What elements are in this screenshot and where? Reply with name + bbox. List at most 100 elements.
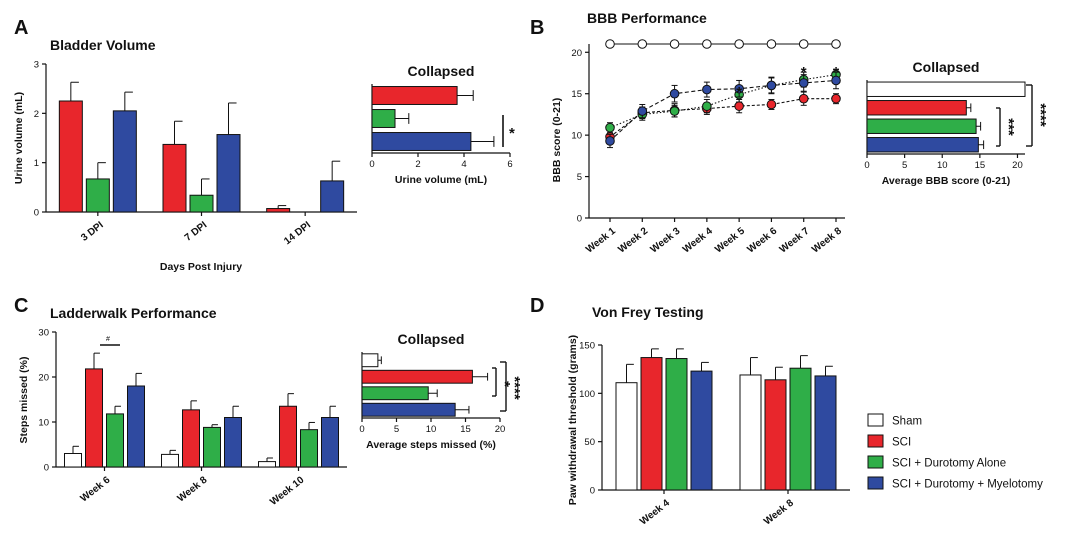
- significance-mark: #: [106, 336, 110, 343]
- bar-durotomy-week-6: [106, 413, 124, 468]
- inset-bar-myelotomy: [371, 132, 472, 151]
- x-category-label: Week 2: [616, 225, 650, 255]
- panel-C: 0 10 20 30 Week 6 Week 8 Week 10 Steps missed (…: [18, 328, 347, 508]
- point-myelotomy-8: [831, 75, 841, 86]
- inset-title: Collapsed: [398, 331, 465, 347]
- bar-durotomy-week-8: [789, 367, 812, 491]
- bar-myelotomy-week-10: [321, 417, 339, 468]
- bar-sci-14-dpi: [266, 208, 291, 213]
- panel-label: B: [530, 17, 544, 39]
- point-myelotomy-4: [702, 84, 712, 95]
- point-durotomy-4: [702, 101, 712, 111]
- x-tick-label: 20: [1012, 160, 1023, 171]
- significance-star: *: [833, 64, 839, 81]
- inset-x-axis-title: Average steps missed (%): [366, 439, 496, 451]
- bar-sci-3-dpi: [58, 100, 83, 213]
- y-tick-label: 10: [38, 418, 49, 429]
- x-tick-label: 5: [902, 160, 907, 171]
- y-tick-label: 0: [44, 463, 49, 474]
- bar-sci-week-6: [85, 368, 103, 468]
- y-tick-label: 50: [584, 437, 595, 448]
- inset-bar-durotomy: [361, 386, 429, 401]
- point-sci-5: [734, 101, 744, 111]
- x-axis-title: Days Post Injury: [160, 261, 242, 273]
- point-sham-7: [798, 39, 809, 49]
- inset-title: Collapsed: [408, 63, 475, 79]
- legend-label-durotomy: SCI + Durotomy Alone: [892, 458, 1006, 470]
- inset-B_inset: 0 5 10 15 20 Collapsed Average BBB score (0-21…: [864, 59, 1049, 187]
- y-tick-label: 5: [577, 172, 582, 183]
- point-sham-6: [766, 39, 777, 49]
- x-category-label: Week 7: [778, 225, 812, 255]
- point-myelotomy-3: [669, 88, 680, 99]
- y-tick-label: 20: [38, 373, 49, 384]
- chart-title: Bladder Volume: [50, 37, 156, 53]
- x-category-label: Week 6: [745, 225, 779, 255]
- y-tick-label: 0: [590, 486, 595, 497]
- x-tick-label: 5: [394, 424, 399, 435]
- x-tick-label: 0: [359, 424, 364, 435]
- point-sham-1: [605, 39, 615, 49]
- bar-sham-week-8: [161, 453, 179, 468]
- x-tick-label: 10: [937, 160, 948, 171]
- significance-star: *: [801, 64, 807, 81]
- inset-bar-sci: [371, 86, 458, 105]
- y-tick-label: 0: [577, 214, 582, 225]
- bar-durotomy-week-8: [203, 426, 221, 468]
- inset-bar-sci: [866, 100, 967, 116]
- significance-star: ***: [1000, 118, 1017, 136]
- bar-sham-week-8: [739, 374, 762, 491]
- x-category-label: Week 8: [762, 497, 796, 527]
- x-category-label: Week 10: [268, 474, 307, 507]
- inset-x-axis-title: Average BBB score (0-21): [882, 175, 1011, 187]
- y-axis-title: Paw withdrawal threshold (grams): [567, 335, 579, 505]
- inset-A_inset: 0 2 4 6 Collapsed Urine volume (mL) *: [369, 63, 515, 186]
- x-category-label: 3 DPI: [79, 220, 106, 244]
- point-sham-8: [831, 39, 841, 49]
- point-sham-4: [702, 39, 712, 49]
- bar-durotomy-7-dpi: [189, 194, 214, 213]
- bar-sci-week-10: [279, 405, 297, 468]
- legend-label-sci: SCI: [892, 437, 911, 449]
- inset-C_inset: 0 5 10 15 20 Collapsed Average steps missed (%…: [359, 331, 523, 451]
- y-axis-title: Steps missed (%): [18, 357, 30, 444]
- point-sham-3: [669, 39, 680, 49]
- bar-myelotomy-week-6: [127, 385, 145, 468]
- point-myelotomy-6: [766, 80, 777, 91]
- inset-bar-sham: [361, 353, 379, 368]
- significance-star: *: [736, 84, 742, 101]
- inset-bar-sci: [361, 369, 473, 384]
- y-tick-label: 30: [38, 328, 49, 339]
- series-line-sci: [609, 98, 836, 138]
- x-category-label: Week 6: [79, 474, 113, 504]
- point-sci-7: [798, 93, 809, 104]
- x-category-label: 7 DPI: [183, 220, 210, 244]
- x-category-label: Week 4: [681, 225, 715, 255]
- x-category-label: Week 8: [810, 225, 844, 255]
- legend-swatch-myelotomy: [867, 476, 884, 490]
- bar-myelotomy-week-8: [814, 375, 837, 491]
- y-tick-label: 1: [34, 158, 39, 169]
- bar-sham-week-6: [64, 453, 82, 468]
- chart-title: Von Frey Testing: [592, 304, 704, 320]
- panel-label: D: [530, 295, 544, 317]
- inset-bar-myelotomy: [361, 402, 456, 417]
- point-myelotomy-1: [605, 136, 615, 146]
- point-sham-2: [637, 39, 648, 49]
- x-tick-label: 10: [426, 424, 437, 435]
- inset-title: Collapsed: [913, 59, 980, 75]
- panel-label: A: [14, 17, 28, 39]
- point-myelotomy-5: [734, 83, 744, 94]
- legend: Sham SCI SCI + Durotomy Alone SCI + Durotom…: [867, 413, 1043, 491]
- point-myelotomy-7: [798, 78, 809, 88]
- x-tick-label: 15: [460, 424, 471, 435]
- panel-D: 0 50 100 150 Week 4 Week 8 Paw withdrawal thre…: [567, 335, 850, 527]
- point-myelotomy-2: [637, 106, 648, 116]
- legend-label-sham: Sham: [892, 416, 922, 428]
- x-tick-label: 20: [495, 424, 506, 435]
- x-category-label: Week 8: [176, 474, 210, 504]
- bar-durotomy-week-4: [665, 358, 688, 491]
- inset-x-axis-title: Urine volume (mL): [395, 174, 487, 186]
